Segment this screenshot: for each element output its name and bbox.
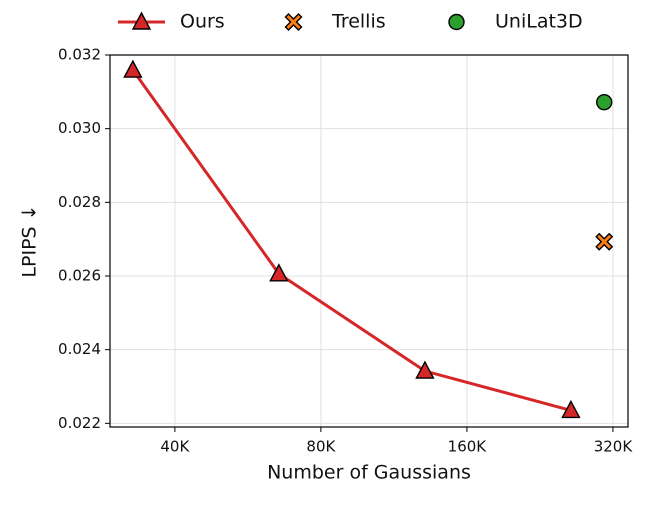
x-axis-label: Number of Gaussians [267,462,471,484]
y-tick-label: 0.030 [58,119,101,137]
y-tick-label: 0.028 [58,193,101,211]
series-line [131,69,572,412]
data-point [595,232,614,251]
x-tick-label: 80K [306,438,336,456]
data-point [596,93,613,111]
data-point [269,263,289,282]
data-point [415,360,435,379]
data-point [123,59,143,78]
legend-label: Ours [180,11,225,33]
x-tick-label: 160K [448,438,488,456]
y-tick-label: 0.032 [58,46,101,64]
y-axis-label: LPIPS ↓ [19,204,41,277]
y-tick-label: 0.024 [58,340,101,358]
x-tick-label: 320K [594,438,634,456]
legend-marker [448,13,465,31]
legend-marker [131,11,152,30]
legend-label: UniLat3D [495,11,583,33]
x-tick-label: 40K [160,438,190,456]
legend-marker [284,13,303,31]
y-tick-label: 0.026 [58,266,101,284]
data-point [561,399,581,419]
y-tick-label: 0.022 [58,414,101,432]
plot-frame [109,54,629,428]
legend-label: Trellis [331,11,386,33]
